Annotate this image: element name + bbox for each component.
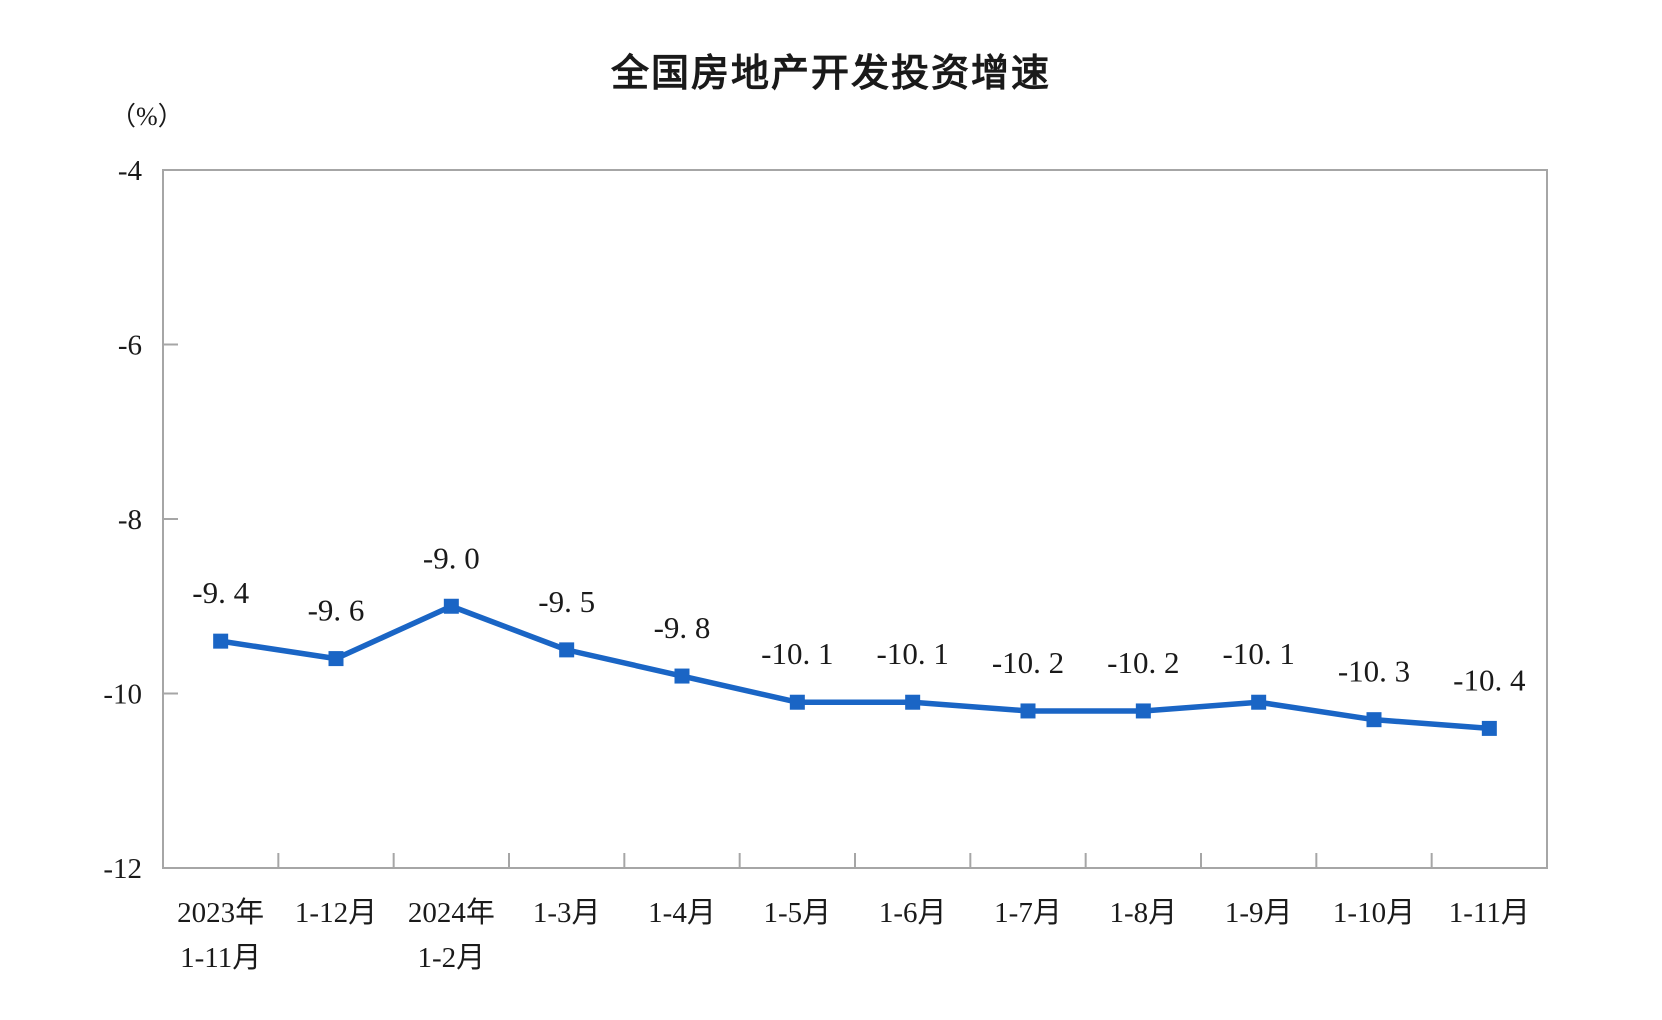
data-point-marker (328, 651, 344, 667)
data-point-label: -10. 2 (1107, 645, 1179, 680)
data-point-label: -10. 2 (992, 645, 1064, 680)
y-axis-tick-label: -8 (118, 504, 142, 536)
data-point-label: -10. 4 (1453, 662, 1526, 697)
plot-area-border (162, 169, 1548, 869)
y-axis-tick-label: -4 (118, 155, 143, 187)
y-axis-tick-label: -6 (118, 330, 142, 362)
x-axis-category-label: 1-12月 (295, 897, 377, 929)
data-point-label: -10. 3 (1338, 654, 1410, 689)
y-axis-tick-label: -10 (103, 679, 142, 711)
data-point-marker (213, 633, 229, 649)
y-axis-tick-label: -12 (103, 853, 142, 885)
x-axis-category-label: 1-10月 (1333, 897, 1415, 929)
x-axis-category-label: 1-9月 (1225, 897, 1293, 929)
x-axis-category-label: 2023年 1-11月 (177, 896, 264, 974)
x-axis-category-label: 1-11月 (1449, 897, 1530, 929)
data-point-marker (1251, 694, 1267, 710)
data-point-marker (1020, 703, 1036, 719)
x-axis-category-label: 2024年 1-2月 (408, 896, 495, 974)
data-point-marker (905, 694, 921, 710)
data-point-label: -9. 8 (654, 610, 711, 645)
data-point-marker (1366, 712, 1382, 728)
data-point-marker (443, 598, 459, 614)
x-axis-category-label: 1-4月 (648, 897, 716, 929)
x-axis-category-label: 1-5月 (763, 897, 831, 929)
x-axis-category-label: 1-7月 (994, 897, 1062, 929)
data-point-label: -9. 4 (192, 575, 249, 610)
data-point-label: -9. 5 (538, 584, 595, 619)
data-point-marker (1481, 720, 1497, 736)
data-point-label: -10. 1 (877, 636, 949, 671)
growth-rate-line (217, 603, 1493, 732)
chart-title: 全国房地产开发投资增速 (610, 53, 1051, 95)
data-point-marker (674, 668, 690, 684)
data-point-label: -9. 6 (308, 593, 365, 628)
x-axis-category-label: 1-3月 (533, 897, 601, 929)
data-point-label: -10. 1 (761, 636, 833, 671)
y-axis-unit-label: （%） (110, 102, 184, 131)
data-point-marker (789, 694, 805, 710)
x-axis-category-label: 1-6月 (879, 897, 947, 929)
data-point-label: -10. 1 (1223, 636, 1295, 671)
data-point-marker (559, 642, 575, 658)
x-axis-category-label: 1-8月 (1109, 897, 1177, 929)
data-point-marker (1135, 703, 1151, 719)
data-point-label: -9. 0 (423, 540, 480, 575)
